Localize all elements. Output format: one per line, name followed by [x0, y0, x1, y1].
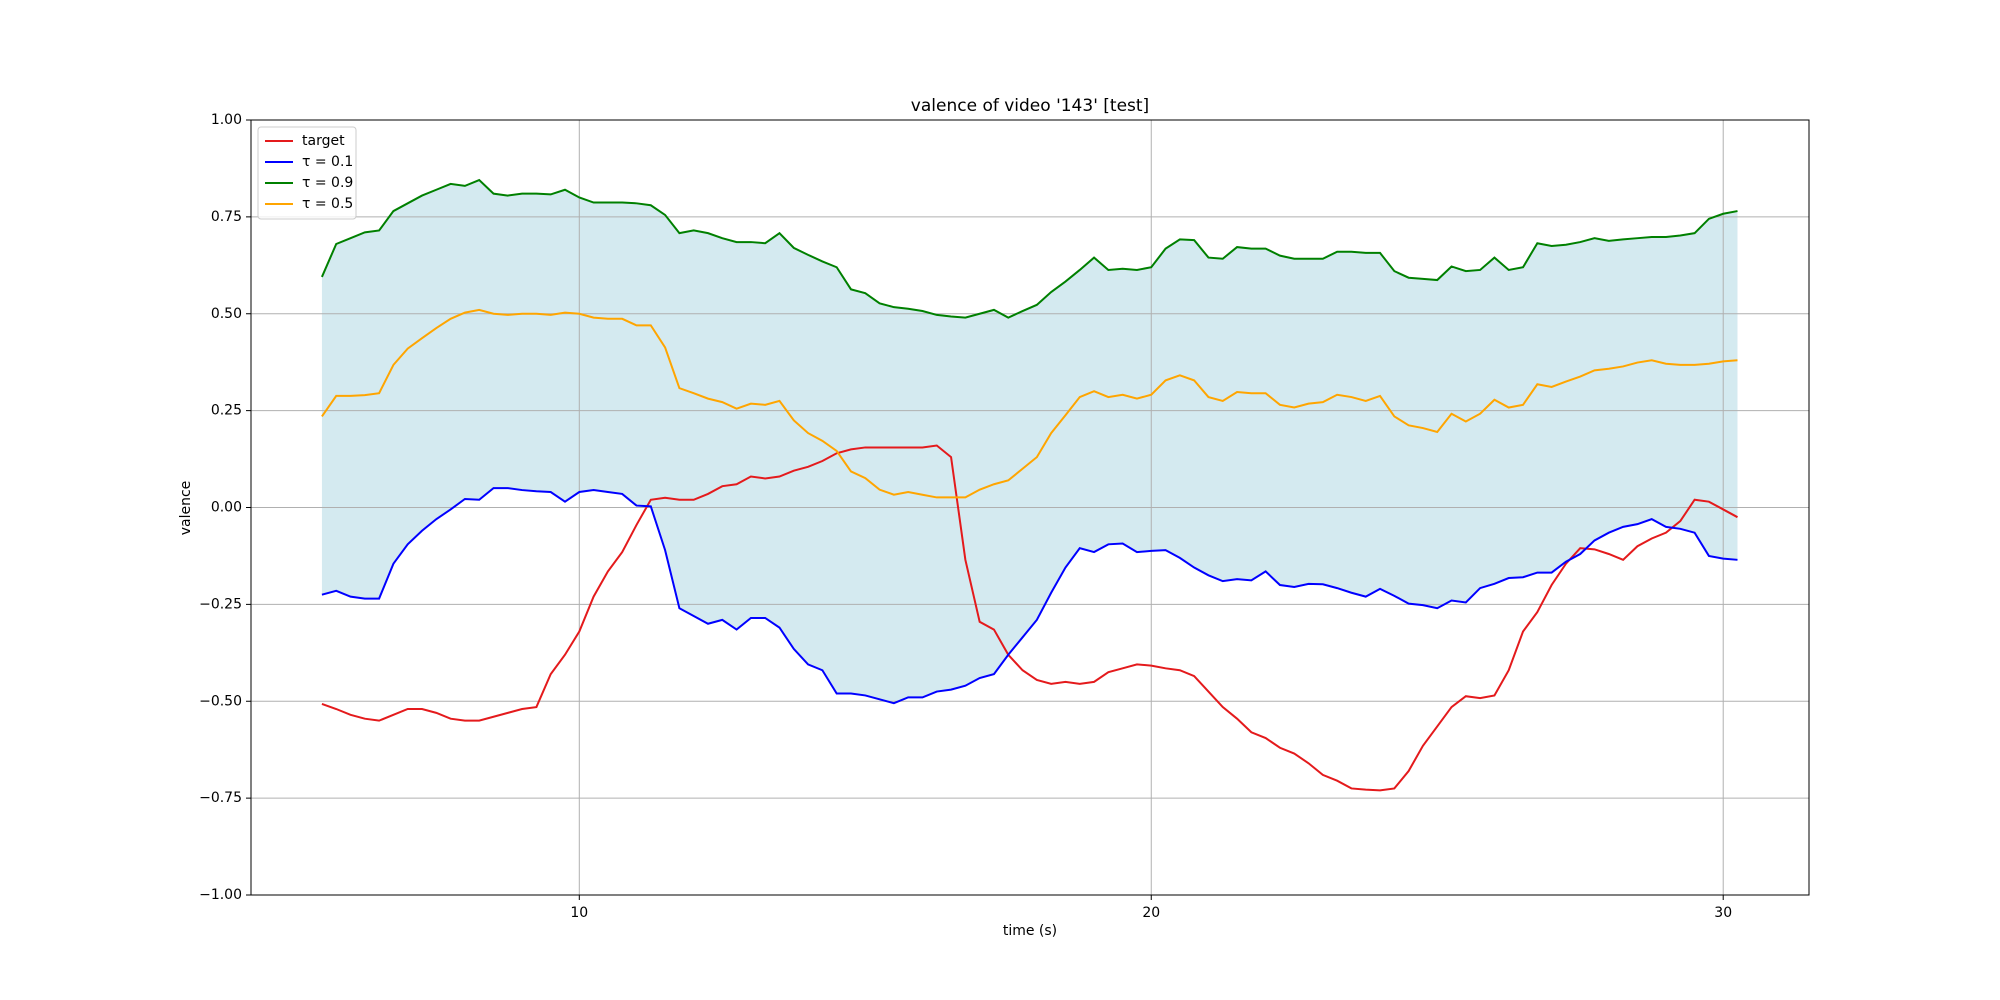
y-tick-label: 0.25 — [211, 403, 242, 419]
chart-title: valence of video '143' [test] — [911, 96, 1149, 116]
x-tick-label: 30 — [1714, 905, 1732, 921]
y-tick-label: −0.25 — [199, 596, 242, 612]
legend-label: τ = 0.5 — [302, 196, 353, 212]
x-tick-label: 10 — [570, 905, 588, 921]
series-line — [321, 308, 1738, 499]
y-tick-label: −0.50 — [199, 693, 242, 709]
x-axis-label: time (s) — [1003, 923, 1057, 939]
y-tick-label: 0.75 — [211, 209, 242, 225]
series-line — [321, 178, 1738, 319]
x-tick-label: 20 — [1142, 905, 1160, 921]
y-tick-label: 0.00 — [211, 500, 242, 516]
series-line — [321, 487, 1738, 705]
legend-label: τ = 0.1 — [302, 154, 353, 170]
legend-label: target — [302, 133, 345, 149]
plot-frame — [250, 119, 1810, 896]
series-line — [321, 444, 1738, 792]
band-fill — [321, 180, 1738, 704]
y-axis-label: valence — [178, 481, 194, 536]
y-tick-label: 0.50 — [211, 306, 242, 322]
legend-box — [257, 126, 357, 220]
y-tick-label: −1.00 — [199, 887, 242, 903]
legend: target τ = 0.1 τ = 0.9 τ = 0.5 — [257, 126, 357, 220]
y-tick-label: 1.00 — [211, 112, 242, 128]
legend-label: τ = 0.9 — [302, 175, 353, 191]
y-tick-label: −0.75 — [199, 790, 242, 806]
